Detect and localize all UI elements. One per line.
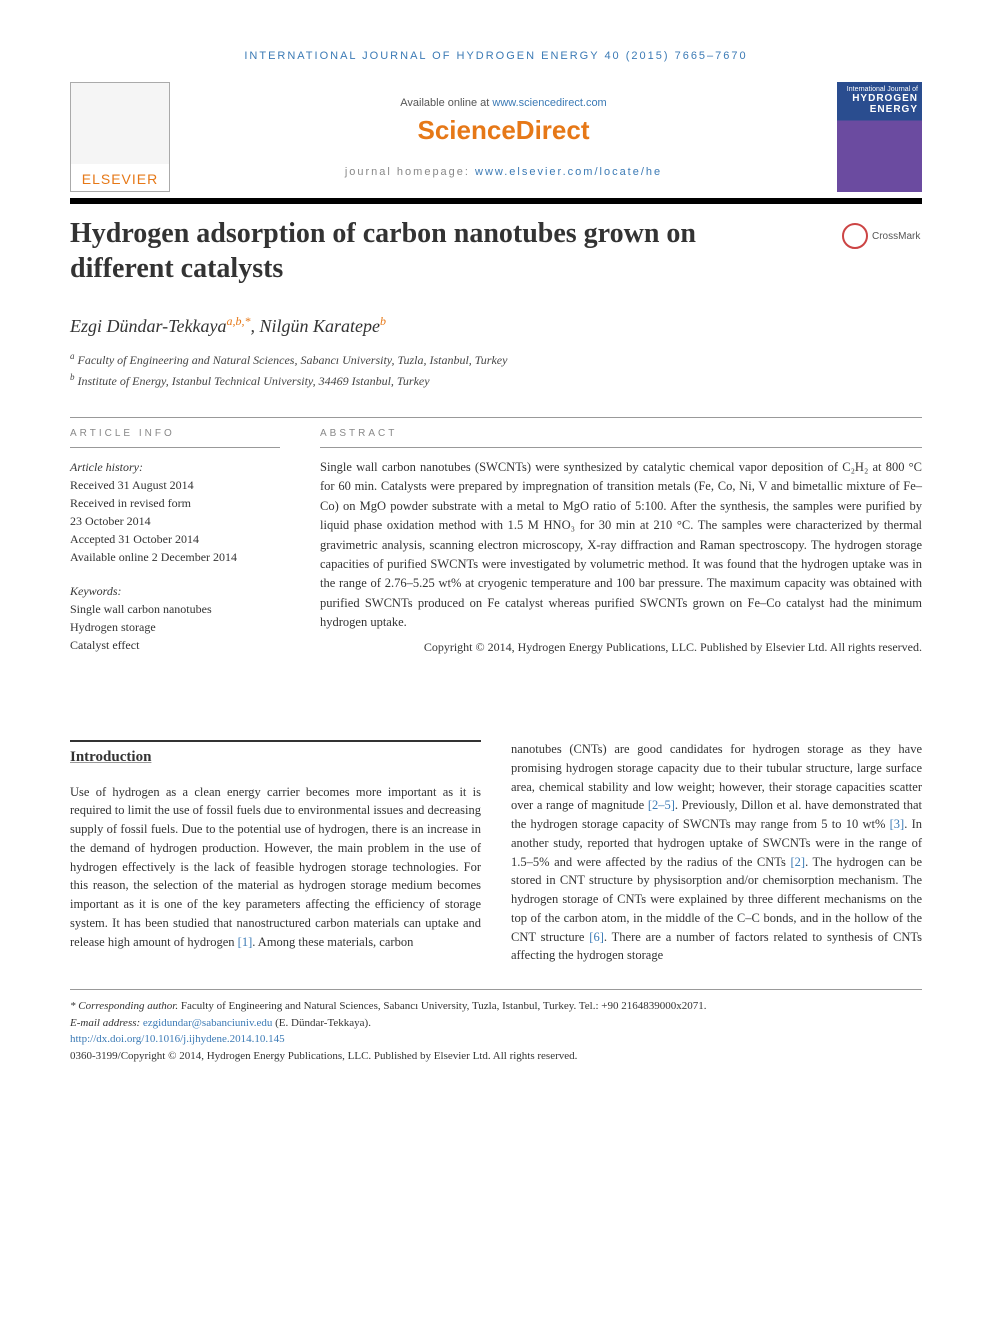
header-center: Available online at www.sciencedirect.co… [170, 97, 837, 178]
received-date: Received 31 August 2014 [70, 476, 280, 494]
crossmark-icon [842, 223, 868, 249]
affiliation-b-text: Institute of Energy, Istanbul Technical … [78, 374, 430, 388]
col1-text-a: Use of hydrogen as a clean energy carrie… [70, 785, 481, 949]
ref-1[interactable]: [1] [238, 935, 253, 949]
header-block: ELSEVIER Available online at www.science… [70, 82, 922, 192]
accepted-date: Accepted 31 October 2014 [70, 530, 280, 548]
intro-para-left: Use of hydrogen as a clean energy carrie… [70, 783, 481, 952]
title-row: Hydrogen adsorption of carbon nanotubes … [70, 216, 922, 286]
intro-para-right: nanotubes (CNTs) are good candidates for… [511, 740, 922, 965]
email-label: E-mail address: [70, 1017, 143, 1029]
affiliation-a-text: Faculty of Engineering and Natural Scien… [78, 353, 508, 367]
article-info-label: ARTICLE INFO [70, 418, 280, 448]
homepage-link[interactable]: www.elsevier.com/locate/he [475, 166, 662, 178]
available-online: Available online at www.sciencedirect.co… [170, 97, 837, 109]
author-2-affil: b [380, 314, 386, 328]
elsevier-logo-text: ELSEVIER [82, 171, 158, 187]
journal-cover-thumbnail[interactable]: International Journal of HYDROGEN ENERGY [837, 82, 922, 192]
cover-main-text: HYDROGEN [841, 93, 918, 104]
keywords-block: Keywords: Single wall carbon nanotubes H… [70, 582, 280, 654]
body-column-left: Introduction Use of hydrogen as a clean … [70, 740, 481, 965]
abstract-copyright: Copyright © 2014, Hydrogen Energy Public… [320, 638, 922, 656]
revised-line2: 23 October 2014 [70, 512, 280, 530]
keywords-label: Keywords: [70, 582, 280, 600]
revised-line1: Received in revised form [70, 494, 280, 512]
crossmark-label: CrossMark [872, 231, 920, 242]
email-line: E-mail address: ezgidundar@sabanciuniv.e… [70, 1015, 922, 1032]
article-history: Article history: Received 31 August 2014… [70, 458, 280, 566]
sciencedirect-logo[interactable]: ScienceDirect [170, 115, 837, 146]
corresponding-author: * Corresponding author. Faculty of Engin… [70, 998, 922, 1015]
keyword-3: Catalyst effect [70, 636, 280, 654]
author-list: Ezgi Dündar-Tekkayaa,b,*, Nilgün Karatep… [70, 314, 922, 337]
info-abstract-row: ARTICLE INFO Article history: Received 3… [70, 417, 922, 670]
intro-heading: Introduction [70, 740, 481, 769]
abstract-column: ABSTRACT Single wall carbon nanotubes (S… [320, 418, 922, 670]
ref-2-5[interactable]: [2–5] [648, 798, 675, 812]
divider-bar [70, 198, 922, 204]
abstract-text: Single wall carbon nanotubes (SWCNTs) we… [320, 458, 922, 632]
issn-copyright: 0360-3199/Copyright © 2014, Hydrogen Ene… [70, 1048, 922, 1065]
author-2[interactable]: Nilgün Karatepe [259, 316, 380, 336]
article-title: Hydrogen adsorption of carbon nanotubes … [70, 216, 790, 286]
footer-block: * Corresponding author. Faculty of Engin… [70, 989, 922, 1064]
ref-3[interactable]: [3] [890, 817, 905, 831]
author-1-affil: a,b,* [226, 314, 250, 328]
corr-label: * Corresponding author. [70, 1000, 178, 1012]
cover-top-text: International Journal of [841, 86, 918, 93]
journal-homepage: journal homepage: www.elsevier.com/locat… [170, 166, 837, 178]
keyword-2: Hydrogen storage [70, 618, 280, 636]
abstract-label: ABSTRACT [320, 418, 922, 448]
keyword-1: Single wall carbon nanotubes [70, 600, 280, 618]
ref-2[interactable]: [2] [790, 855, 805, 869]
article-info-column: ARTICLE INFO Article history: Received 3… [70, 418, 280, 670]
author-1[interactable]: Ezgi Dündar-Tekkaya [70, 316, 226, 336]
history-label: Article history: [70, 458, 280, 476]
doi-link[interactable]: http://dx.doi.org/10.1016/j.ijhydene.201… [70, 1033, 285, 1045]
body-column-right: nanotubes (CNTs) are good candidates for… [511, 740, 922, 965]
crossmark-badge[interactable]: CrossMark [842, 216, 922, 256]
online-date: Available online 2 December 2014 [70, 548, 280, 566]
homepage-prefix: journal homepage: [345, 166, 475, 178]
sciencedirect-link[interactable]: www.sciencedirect.com [492, 97, 606, 109]
corr-text: Faculty of Engineering and Natural Scien… [178, 1000, 706, 1012]
affiliation-b: b Institute of Energy, Istanbul Technica… [70, 372, 922, 389]
available-prefix: Available online at [400, 97, 492, 109]
cover-sub-text: ENERGY [841, 104, 918, 115]
body-columns: Introduction Use of hydrogen as a clean … [70, 740, 922, 965]
col1-text-b: . Among these materials, carbon [252, 935, 413, 949]
email-suffix: (E. Dündar-Tekkaya). [272, 1017, 371, 1029]
affiliation-a: a Faculty of Engineering and Natural Sci… [70, 351, 922, 368]
elsevier-logo[interactable]: ELSEVIER [70, 82, 170, 192]
journal-reference: INTERNATIONAL JOURNAL OF HYDROGEN ENERGY… [70, 50, 922, 62]
ref-6[interactable]: [6] [589, 930, 604, 944]
email-link[interactable]: ezgidundar@sabanciuniv.edu [143, 1017, 272, 1029]
